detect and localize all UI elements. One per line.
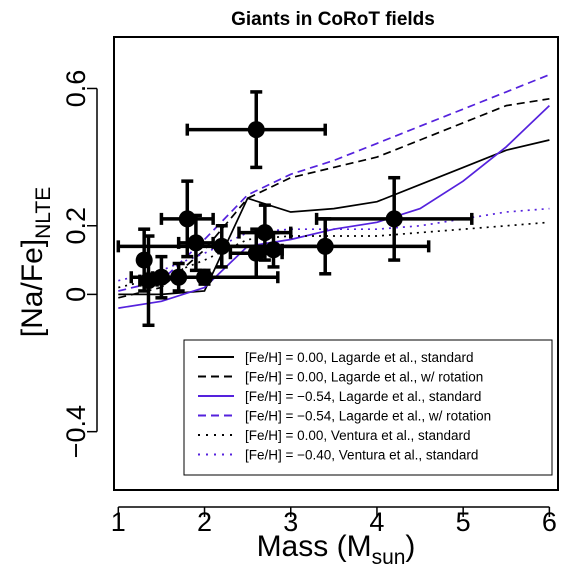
data-point-8 [116, 224, 327, 269]
legend-label-0: [Fe/H] = 0.00, Lagarde et al., standard [245, 350, 474, 365]
x-tick-label-5: 6 [542, 507, 557, 537]
legend-box [183, 339, 553, 476]
x-tick-label-4: 5 [456, 507, 471, 537]
legend-label-4: [Fe/H] = 0.00, Ventura et al., standard [245, 428, 471, 443]
series-line-1 [118, 97, 550, 299]
data-point-1 [314, 175, 474, 262]
chart-title: Giants in CoRoT fields [231, 9, 435, 30]
y-tick-label-1: 0 [61, 287, 91, 302]
legend-item-4: [Fe/H] = 0.00, Ventura et al., standard [198, 428, 471, 443]
x-tick-label-2: 3 [283, 507, 298, 537]
y-tick-label-3: 0.6 [61, 70, 91, 108]
legend-item-5: [Fe/H] = −0.40, Ventura et al., standard [198, 448, 478, 463]
legend-item-0: [Fe/H] = 0.00, Lagarde et al., standard [198, 350, 474, 365]
series-line-4 [118, 221, 550, 289]
y-axis-label: [Na/Fe]NLTE [16, 187, 55, 338]
data-point-0 [185, 90, 327, 170]
plot-frame [113, 36, 559, 491]
x-tick-label-1: 2 [197, 507, 212, 537]
data-point-3 [176, 213, 215, 273]
legend-label-1: [Fe/H] = 0.00, Lagarde et al., w/ rotati… [245, 370, 483, 385]
legend-item-3: [Fe/H] = −0.54, Lagarde et al., w/ rotat… [198, 409, 491, 424]
legend-label-3: [Fe/H] = −0.54, Lagarde et al., w/ rotat… [245, 409, 491, 424]
model-curves [118, 73, 550, 309]
series-line-5 [118, 207, 550, 282]
legend-item-2: [Fe/H] = −0.54, Lagarde et al., standard [198, 389, 481, 404]
axes: 1 2 3 4 5 6 −0.4 0 0.2 0.6 [61, 70, 557, 537]
legend-label-2: [Fe/H] = −0.54, Lagarde et al., standard [245, 389, 481, 404]
series-line-3 [118, 73, 550, 292]
y-tick-label-0: −0.4 [61, 405, 91, 458]
x-axis-label: Mass (Msun) [257, 530, 416, 564]
legend: [Fe/H] = 0.00, Lagarde et al., standard [… [183, 339, 553, 476]
legend-item-1: [Fe/H] = 0.00, Lagarde et al., w/ rotati… [198, 370, 483, 385]
data-point-13 [129, 268, 280, 286]
y-tick-label-2: 0.2 [61, 207, 91, 245]
legend-label-5: [Fe/H] = −0.40, Ventura et al., standard [245, 448, 478, 463]
x-tick-label-3: 4 [369, 507, 384, 537]
x-tick-label-0: 1 [111, 507, 126, 537]
legend-items: [Fe/H] = 0.00, Lagarde et al., standard [… [198, 350, 491, 463]
data-points [116, 90, 474, 328]
